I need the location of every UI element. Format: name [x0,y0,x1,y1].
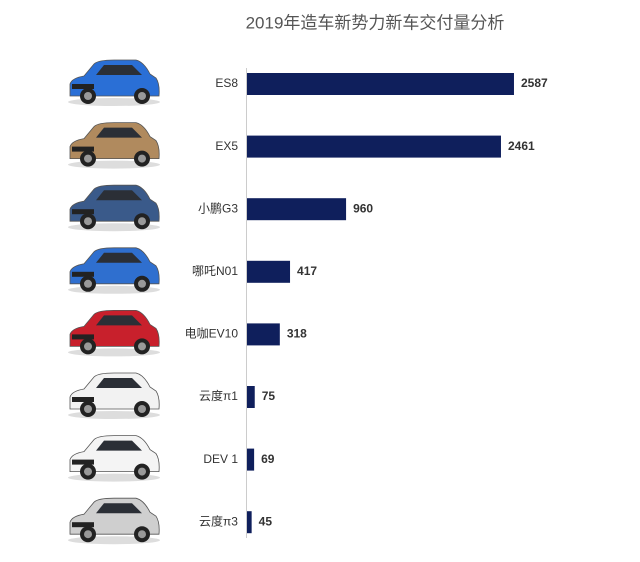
car-image [68,309,160,357]
car-image [68,372,160,419]
bar [247,511,252,534]
car-rim [138,279,146,288]
car-rim [84,92,92,100]
car-image [68,247,160,294]
value-label: 318 [287,327,307,341]
car-image [68,59,160,106]
car-window [96,190,142,201]
value-label: 960 [353,201,373,215]
category-label: ES8 [215,76,238,90]
car-window [96,252,142,263]
car-rim [84,342,92,351]
value-label: 417 [297,264,317,278]
car-image [68,184,160,232]
bar [247,73,514,95]
value-label: 2587 [521,76,548,90]
car-rim [138,467,146,476]
category-label: EX5 [215,139,238,153]
bar [247,260,291,283]
bar [247,198,347,221]
category-label: 电咖EV10 [185,326,239,341]
car-rim [84,154,92,163]
car-rim [84,405,92,413]
car-window [96,503,142,514]
car-window [96,315,142,326]
car-grille [72,84,94,89]
category-label: DEV 1 [203,452,238,466]
value-label: 2461 [508,139,535,153]
bar [247,323,280,346]
car-grille [72,459,94,465]
category-label: 云度π1 [199,388,238,403]
car-window [96,127,142,138]
car-window [96,65,142,75]
car-grille [72,146,94,152]
car-grille [72,522,94,528]
bar [247,448,255,471]
car-image [68,122,160,169]
car-rim [84,217,92,226]
category-label: 小鹏G3 [198,201,238,215]
car-window [96,440,142,451]
value-label: 69 [261,452,275,466]
category-label: 哪吒N01 [192,264,238,278]
car-rim [138,217,146,226]
car-rim [84,530,92,539]
value-label: 45 [259,514,273,528]
car-grille [72,209,94,215]
value-label: 75 [262,389,276,403]
car-rim [138,405,146,413]
car-rim [84,279,92,288]
chart-title: 2019年造车新势力新车交付量分析 [246,13,505,32]
car-grille [72,334,94,340]
car-image [68,435,160,482]
car-rim [138,154,146,163]
car-window [96,378,142,388]
car-grille [72,397,94,402]
car-grille [72,271,94,277]
category-label: 云度π3 [199,513,238,528]
car-rim [138,92,146,100]
car-rim [84,467,92,476]
bar [247,386,255,408]
car-rim [138,342,146,351]
car-image [68,497,160,545]
car-rim [138,530,146,539]
bar [247,135,501,158]
